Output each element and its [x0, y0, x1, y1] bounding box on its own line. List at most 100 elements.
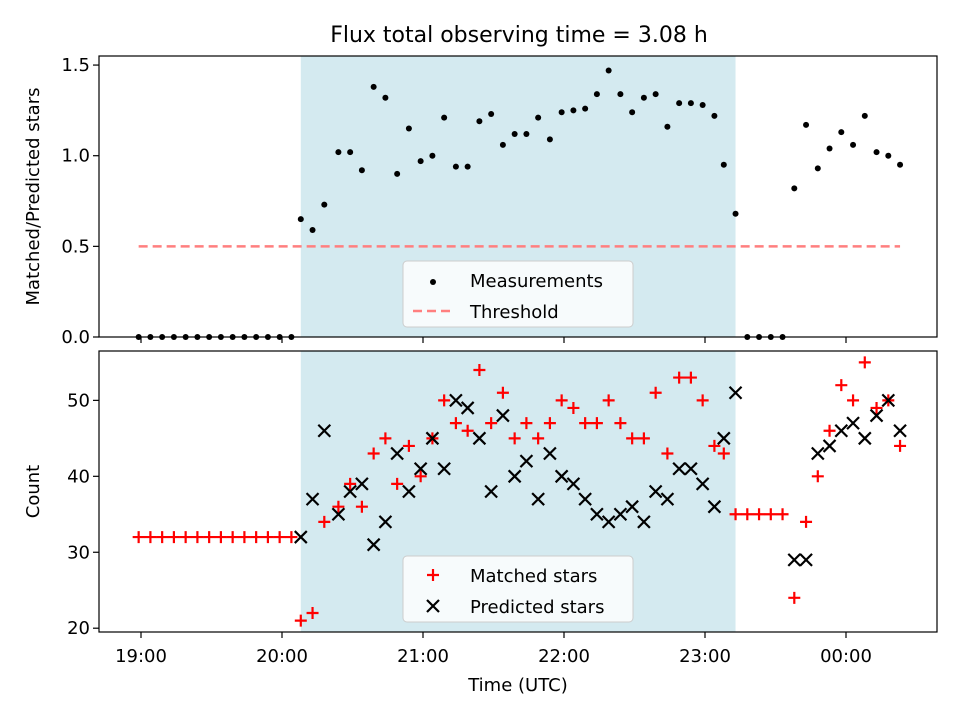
predicted-stars-point: [822, 439, 837, 453]
predicted-stars-point: [531, 492, 545, 506]
measurements-point: [441, 114, 448, 121]
measurements-legend-swatch: [430, 279, 436, 285]
legend: Measurements Threshold: [402, 260, 634, 328]
matched-stars-point: [741, 508, 754, 521]
measurements-point: [546, 136, 553, 143]
matched-stars-point: [273, 531, 286, 544]
predicted-stars-point: [343, 484, 357, 499]
measurements-point: [861, 112, 868, 119]
measurements-point: [711, 112, 718, 119]
y-tick-label: 50: [67, 390, 90, 411]
matched-stars-point: [132, 531, 145, 544]
predicted-stars-point: [294, 530, 308, 544]
predicted-stars-point: [648, 484, 663, 499]
matched-stars-point: [579, 417, 592, 430]
measurements-point: [347, 149, 354, 156]
measurements-point: [791, 185, 798, 192]
measurements-point: [405, 125, 412, 132]
predicted-stars-point: [787, 553, 802, 567]
predicted-stars-legend-swatch: [426, 599, 440, 613]
measurements-point: [885, 152, 892, 159]
matched-stars-point: [870, 401, 883, 414]
measurements-point: [570, 107, 577, 114]
measurements-point: [297, 216, 304, 223]
matched-stars-point: [167, 531, 180, 544]
y-axis-title: Matched/Predicted stars: [23, 88, 44, 306]
predicted-stars-point: [637, 515, 651, 529]
predicted-stars-point: [717, 431, 731, 446]
bottom-panel: 20 30 40 50 19:00 20:00 21:00 22:00 23:00 00:00 Co…: [23, 350, 938, 696]
measurements-point: [826, 145, 833, 152]
predicted-stars-point: [507, 469, 522, 484]
predicted-stars-point: [484, 484, 498, 499]
y-tick-label: 0.0: [61, 327, 90, 348]
measurements-point: [558, 109, 565, 116]
matched-stars-point: [318, 515, 331, 528]
measurements-point: [640, 94, 647, 101]
matched-stars-point: [776, 508, 789, 521]
measurements-point: [394, 170, 401, 177]
measurements-legend-label: Measurements: [470, 271, 603, 292]
matched-stars-point: [179, 531, 192, 544]
matched-stars-point: [306, 607, 319, 620]
measurements-point: [499, 141, 506, 148]
predicted-stars-point: [355, 477, 369, 491]
predicted-stars-point: [331, 507, 346, 522]
matched-stars-point: [800, 515, 813, 528]
predicted-stars-point: [390, 446, 404, 461]
predicted-stars-point: [625, 499, 639, 514]
measurements-point: [358, 167, 365, 174]
measurements-point: [814, 165, 821, 172]
predicted-stars-point: [472, 431, 487, 446]
predicted-stars-point: [684, 461, 698, 476]
matched-stars-point: [285, 531, 298, 544]
matched-stars-point: [567, 401, 580, 414]
matched-stars-point: [191, 531, 204, 544]
matched-stars-point: [379, 432, 392, 445]
axes-frame: [98, 350, 938, 633]
predicted-stars-point: [317, 423, 332, 438]
x-tick-label: 19:00: [115, 646, 167, 667]
measurements-point: [897, 161, 904, 168]
matched-stars-point: [696, 394, 709, 407]
matched-stars-point: [250, 531, 263, 544]
matched-stars-legend-label: Matched stars: [470, 566, 597, 587]
predicted-stars-point: [881, 393, 896, 408]
y-tick-label: 1.5: [61, 55, 90, 76]
matched-stars-point: [508, 432, 521, 445]
x-tick-label: 20:00: [256, 646, 308, 667]
predicted-stars-point: [425, 431, 440, 446]
matched-stars-point: [355, 500, 368, 513]
matched-stars-point: [626, 432, 639, 445]
predicted-stars-point: [799, 553, 813, 567]
matched-stars-point: [894, 439, 907, 452]
measurements-point: [838, 129, 845, 136]
measurements-point: [676, 100, 683, 107]
matched-stars-point: [367, 447, 380, 460]
predicted-stars-legend-label: Predicted stars: [470, 597, 604, 618]
matched-stars-point: [520, 417, 533, 430]
predicted-stars-point: [460, 401, 475, 415]
matched-stars-point: [226, 531, 239, 544]
x-tick-label: 23:00: [679, 646, 731, 667]
matched-stars-point: [238, 531, 251, 544]
matched-stars-legend-swatch: [427, 569, 439, 581]
predicted-stars-point: [366, 537, 381, 552]
predicted-stars-point: [858, 431, 872, 446]
matched-stars-point: [590, 417, 603, 430]
measurements-point: [582, 105, 589, 112]
measurements-point: [335, 149, 342, 156]
predicted-stars-point: [695, 477, 710, 491]
matched-stars-point: [344, 477, 357, 490]
y-tick-label: 1.0: [61, 146, 90, 167]
matched-stars-point: [764, 508, 777, 521]
y-tick-label: 0.5: [61, 236, 90, 257]
predicted-stars-point: [437, 461, 451, 476]
matched-stars-point: [555, 394, 568, 407]
predicted-stars-point: [543, 446, 557, 461]
measurements-point: [535, 114, 542, 121]
measurements-point: [605, 67, 612, 74]
matched-stars-point: [402, 439, 415, 452]
measurements-point: [593, 91, 600, 98]
